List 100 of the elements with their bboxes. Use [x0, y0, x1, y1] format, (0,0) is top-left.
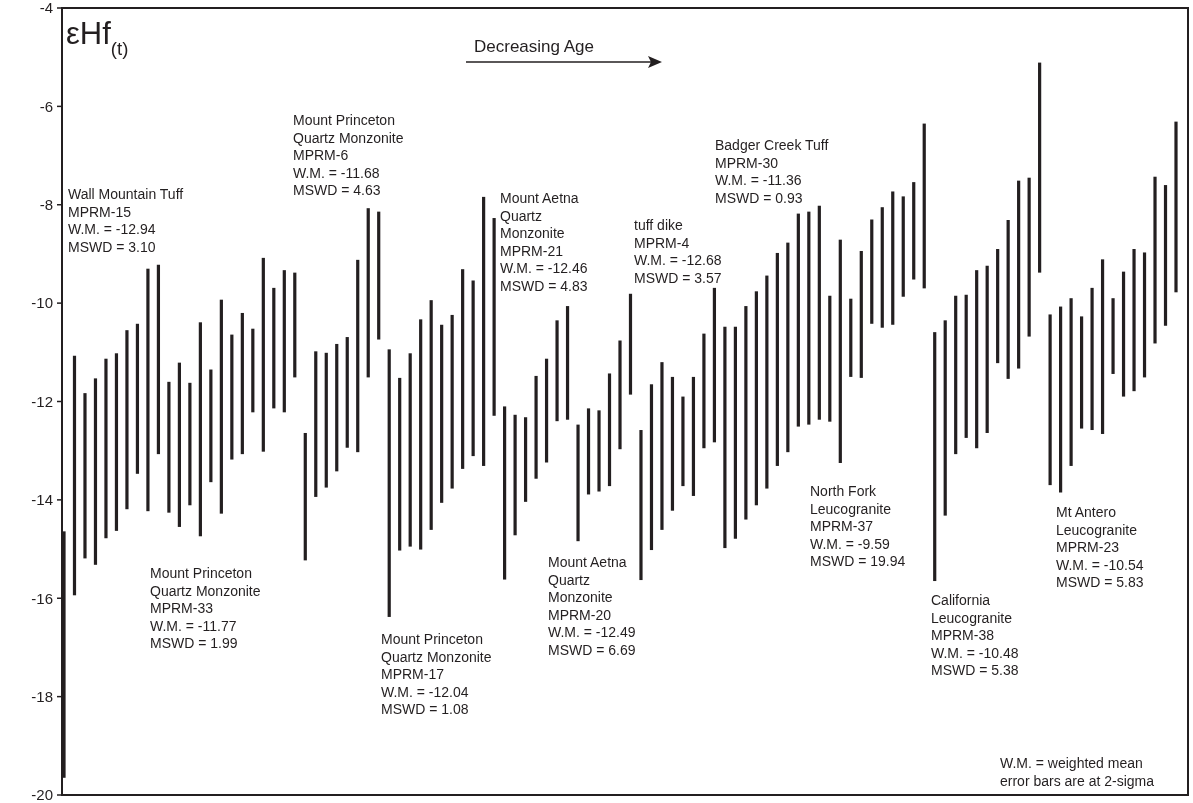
bar [555, 320, 559, 422]
bar [954, 295, 958, 455]
annotation: tuff dike MPRM-4 W.M. = -12.68 MSWD = 3.57 [634, 217, 722, 286]
bar [1111, 298, 1115, 374]
bar [922, 123, 926, 289]
bar [1174, 121, 1178, 293]
bar [1059, 306, 1063, 493]
y-tick-label: -20 [31, 786, 53, 803]
bar [607, 373, 612, 487]
bar [859, 250, 863, 378]
bar [303, 432, 307, 561]
bar [996, 249, 1000, 364]
bar [712, 287, 717, 443]
bar [985, 265, 989, 433]
bar [786, 242, 790, 453]
bar [1027, 177, 1031, 337]
bar [366, 208, 370, 378]
bar [765, 275, 769, 489]
bar [429, 300, 433, 530]
bar [272, 287, 276, 409]
bar [356, 259, 360, 453]
bar [513, 414, 517, 536]
y-tick-label: -16 [31, 589, 53, 607]
bar [565, 306, 570, 420]
bar [733, 326, 737, 539]
annotation: Badger Creek Tuff MPRM-30 W.M. = -11.36 MSWD = 0.93 [715, 137, 829, 206]
bar [891, 191, 895, 325]
bar [377, 211, 381, 340]
bar [544, 358, 549, 463]
bar [114, 353, 119, 531]
bar [1153, 176, 1157, 344]
bar [775, 252, 779, 466]
bar [1079, 316, 1084, 429]
bar [754, 291, 758, 506]
bar [450, 314, 454, 489]
annotation: North Fork Leucogranite MPRM-37 W.M. = -9.59 MSWD = 19.94 [810, 483, 906, 569]
bar [261, 257, 265, 452]
bar [586, 408, 591, 495]
annotation: Wall Mountain Tuff MPRM-15 W.M. = -12.94 MSWD = 3.10 [68, 186, 184, 255]
bar [345, 337, 349, 448]
bar [146, 268, 150, 512]
bar [461, 269, 465, 469]
annotation: Decreasing Age [474, 37, 595, 56]
bar [324, 352, 328, 488]
bar [209, 369, 213, 483]
bar [198, 322, 202, 537]
bar [1006, 220, 1010, 379]
bar [125, 330, 129, 510]
bar [492, 218, 496, 416]
bar [880, 207, 884, 328]
bar [912, 182, 916, 280]
bar [387, 349, 391, 617]
annotation: Mount Aetna Quartz Monzonite MPRM-20 W.M. = -12.49 MSWD = 6.69 [548, 554, 636, 658]
bar [534, 375, 538, 479]
bar [933, 332, 937, 582]
bar [691, 376, 696, 496]
bar [828, 295, 832, 422]
bar [1090, 287, 1094, 431]
bar [817, 205, 821, 420]
bar [597, 410, 601, 492]
annotation: W.M. = weighted mean error bars are at 2-sigma [1000, 755, 1155, 789]
bar [975, 270, 979, 449]
bar [1017, 180, 1021, 369]
bar [849, 298, 853, 377]
y-tick-label: -4 [39, 0, 53, 17]
bar [440, 324, 444, 503]
bar [628, 293, 633, 395]
bar [1142, 252, 1147, 378]
bar [471, 280, 475, 457]
bar [503, 406, 507, 580]
bar [93, 378, 98, 565]
y-tick-label: -10 [31, 294, 53, 312]
y-tick-label: -8 [39, 196, 53, 213]
bar [408, 353, 412, 547]
bar [1048, 314, 1052, 486]
y-axis-title: εHf$_{(t)}$ [66, 16, 129, 59]
bar [219, 299, 223, 514]
y-tick-label: -6 [39, 97, 53, 115]
bar [618, 340, 622, 450]
bar [398, 377, 402, 551]
bar [639, 430, 643, 581]
bar [282, 270, 286, 413]
annotation: Mount Princeton Quartz Monzonite MPRM-6 W.M. = -11.68 MSWD = 4.63 [293, 112, 404, 198]
bar [1100, 259, 1105, 434]
bar [1163, 185, 1168, 326]
bar [870, 219, 874, 324]
annotation: California Leucogranite MPRM-38 W.M. = -10.48 MSWD = 5.38 [931, 592, 1019, 678]
bar [681, 396, 685, 487]
y-tick-label: -14 [31, 491, 53, 509]
bar [72, 355, 77, 596]
bar [649, 384, 654, 551]
annotation: Mt Antero Leucogranite MPRM-23 W.M. = -10.54 MSWD = 5.83 [1056, 504, 1144, 590]
bar [240, 312, 244, 455]
bar [314, 351, 318, 497]
bar [670, 376, 675, 511]
bar [523, 417, 528, 502]
bar [901, 196, 905, 297]
bar [796, 213, 800, 427]
bar [660, 362, 664, 530]
annotation: Mount Princeton Quartz Monzonite MPRM-17 W.M. = -12.04 MSWD = 1.08 [381, 631, 492, 717]
